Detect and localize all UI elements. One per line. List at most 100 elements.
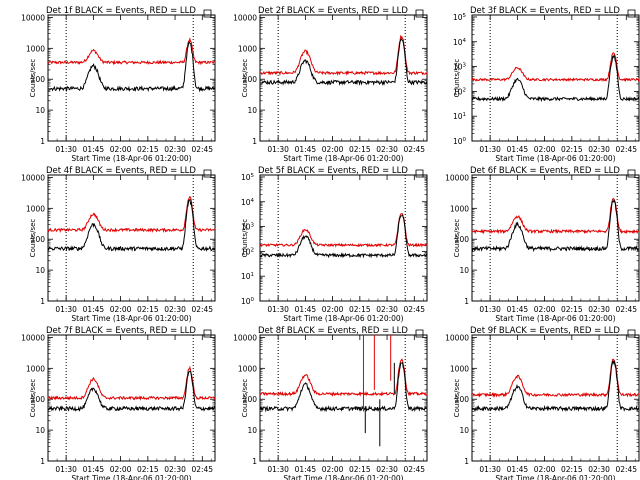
x-tick-label: 01:45 xyxy=(507,305,529,314)
plot-frame xyxy=(47,14,216,142)
panel-title: Det 5f BLACK = Events, RED = LLD xyxy=(258,166,408,176)
legend-box xyxy=(627,9,636,18)
y-axis-label: Counts/sec xyxy=(241,59,249,98)
y-tick-label: 101 xyxy=(453,112,466,121)
y-tick-label: 10000 xyxy=(233,333,257,342)
panel-title: Det 1f BLACK = Events, RED = LLD xyxy=(46,6,196,16)
y-tick-label: 100 xyxy=(455,235,470,244)
x-tick-label: 01:45 xyxy=(507,465,529,474)
series-lld-red xyxy=(471,197,640,235)
y-tick-label: 10 xyxy=(459,426,469,435)
series-lld-red xyxy=(259,34,428,77)
x-tick-label: 02:45 xyxy=(191,305,213,314)
legend-box xyxy=(415,9,424,18)
y-tick-label: 100 xyxy=(31,395,46,404)
series-events-black xyxy=(259,214,428,259)
x-axis-label: Start Time (18-Apr-06 01:20:00) xyxy=(71,474,191,480)
plot-frame xyxy=(259,14,428,142)
x-tick-label: 02:45 xyxy=(403,465,425,474)
legend-box xyxy=(415,169,424,178)
series-lld-red xyxy=(471,358,640,398)
x-axis-label: Start Time (18-Apr-06 01:20:00) xyxy=(495,474,615,480)
series-events-black xyxy=(47,40,216,93)
x-tick-label: 02:00 xyxy=(110,145,132,154)
series-lld-red xyxy=(259,213,428,248)
y-tick-label: 102 xyxy=(453,87,466,96)
x-tick-label: 01:45 xyxy=(295,305,317,314)
x-tick-label: 02:45 xyxy=(615,305,637,314)
y-tick-label: 10000 xyxy=(445,173,469,182)
x-tick-label: 02:15 xyxy=(137,465,159,474)
y-axis-label: Counts/sec xyxy=(29,379,37,418)
y-tick-label: 1000 xyxy=(26,204,45,213)
y-tick-label: 100 xyxy=(243,75,258,84)
y-tick-label: 1000 xyxy=(450,364,469,373)
x-tick-label: 01:30 xyxy=(267,465,289,474)
y-tick-label: 10 xyxy=(35,106,45,115)
plot-frame xyxy=(471,14,640,142)
x-tick-label: 02:45 xyxy=(191,145,213,154)
x-tick-label: 02:30 xyxy=(588,465,610,474)
panel-title: Det 8f BLACK = Events, RED = LLD xyxy=(258,326,408,336)
legend-box xyxy=(627,329,636,338)
panel-6: Det 6f BLACK = Events, RED = LLD 1 10 100 10… xyxy=(445,166,640,323)
x-tick-label: 02:15 xyxy=(349,145,371,154)
panel-title: Det 4f BLACK = Events, RED = LLD xyxy=(46,166,196,176)
y-tick-label: 10000 xyxy=(21,173,45,182)
x-tick-label: 01:30 xyxy=(55,465,77,474)
y-tick-label: 100 xyxy=(455,395,470,404)
x-tick-label: 01:45 xyxy=(83,465,105,474)
series-lld-red xyxy=(259,358,428,397)
y-tick-label: 1000 xyxy=(26,364,45,373)
series-events-black xyxy=(47,370,216,412)
x-tick-label: 02:45 xyxy=(191,465,213,474)
y-tick-label: 100 xyxy=(453,137,467,146)
panel-9: Det 9f BLACK = Events, RED = LLD 1 10 100 10… xyxy=(445,326,640,480)
y-tick-label: 100 xyxy=(31,75,46,84)
y-tick-label: 1 xyxy=(464,297,469,306)
plot-frame xyxy=(471,174,640,302)
plot-frame xyxy=(471,334,640,462)
legend-box xyxy=(203,329,212,338)
y-tick-label: 1000 xyxy=(26,44,45,53)
plot-frame xyxy=(259,174,428,302)
legend-box xyxy=(627,169,636,178)
panel-title: Det 3f BLACK = Events, RED = LLD xyxy=(470,6,620,16)
panel-1: Det 1f BLACK = Events, RED = LLD 1 10 100 10… xyxy=(21,6,216,163)
legend-box xyxy=(415,329,424,338)
y-tick-label: 10000 xyxy=(233,13,257,22)
y-tick-label: 10 xyxy=(459,266,469,275)
y-tick-label: 105 xyxy=(241,173,255,182)
y-tick-label: 102 xyxy=(241,247,254,256)
y-tick-label: 10 xyxy=(35,266,45,275)
y-tick-label: 10 xyxy=(247,106,257,115)
y-tick-label: 10000 xyxy=(21,333,45,342)
y-tick-label: 101 xyxy=(241,272,254,281)
panel-2: Det 2f BLACK = Events, RED = LLD 1 10 100 10… xyxy=(233,6,428,163)
x-tick-label: 02:30 xyxy=(588,305,610,314)
y-tick-label: 10000 xyxy=(445,333,469,342)
x-tick-label: 02:45 xyxy=(615,465,637,474)
y-axis-label: Counts/sec xyxy=(29,59,37,98)
series-events-black xyxy=(47,198,216,253)
x-axis-label: Start Time (18-Apr-06 01:20:00) xyxy=(71,154,191,163)
x-tick-label: 02:00 xyxy=(110,465,132,474)
y-tick-label: 10 xyxy=(247,426,257,435)
x-tick-label: 02:45 xyxy=(403,145,425,154)
y-axis-label: Counts/sec xyxy=(241,219,249,258)
panel-title: Det 2f BLACK = Events, RED = LLD xyxy=(258,6,408,16)
y-tick-label: 1000 xyxy=(238,364,257,373)
series-lld-red xyxy=(471,52,640,83)
panel-8: Det 8f BLACK = Events, RED = LLD 1 10 100 10… xyxy=(233,326,428,480)
x-tick-label: 02:00 xyxy=(110,305,132,314)
y-axis-label: Counts/sec xyxy=(453,59,461,98)
x-tick-label: 02:00 xyxy=(322,305,344,314)
x-tick-label: 02:15 xyxy=(561,145,583,154)
legend-box xyxy=(203,169,212,178)
x-tick-label: 02:00 xyxy=(534,465,556,474)
y-tick-label: 1000 xyxy=(450,204,469,213)
x-tick-label: 02:45 xyxy=(403,305,425,314)
y-axis-label: Counts/sec xyxy=(453,219,461,258)
x-tick-label: 02:30 xyxy=(164,145,186,154)
x-tick-label: 01:30 xyxy=(479,465,501,474)
